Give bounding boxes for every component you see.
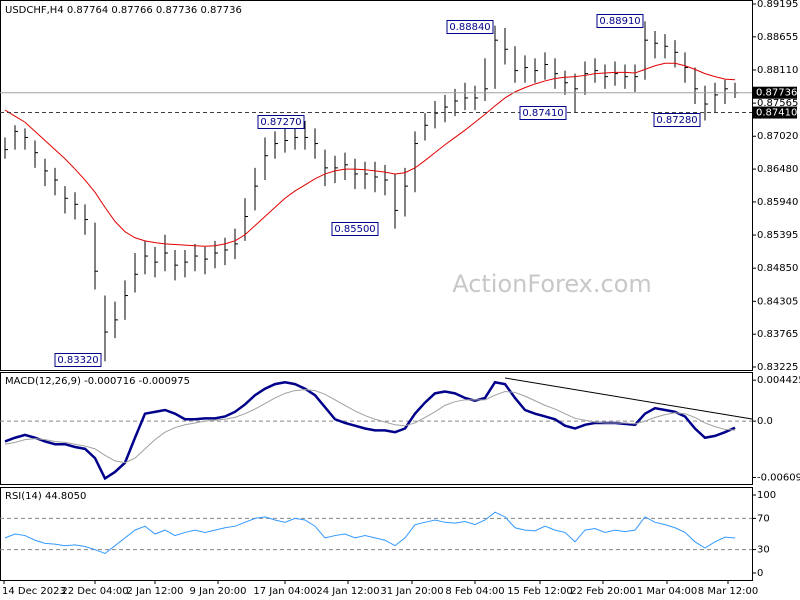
annotation: 0.87280 bbox=[656, 115, 697, 126]
x-tick-label: 8 Feb 04:00 bbox=[445, 586, 504, 597]
annotation-box bbox=[54, 353, 102, 367]
y-tick-label: 0.83765 bbox=[757, 329, 798, 340]
y-tick-label: 0.85395 bbox=[757, 230, 798, 241]
y-tick-label: 0.0 bbox=[757, 416, 773, 427]
macd-line bbox=[4, 380, 736, 481]
price-line-box bbox=[753, 86, 797, 99]
y-tick-label: 0.85940 bbox=[757, 197, 798, 208]
y-tick-label: 100 bbox=[757, 490, 776, 501]
annotation-box bbox=[257, 115, 305, 129]
annotation-box bbox=[331, 222, 379, 236]
price-line-label: 0.87736 bbox=[756, 88, 797, 99]
watermark: ActionForex.com bbox=[452, 270, 652, 298]
annotation-box bbox=[653, 113, 701, 127]
x-tick-label: 17 Jan 04:00 bbox=[253, 586, 316, 597]
y-tick-label: 0.84850 bbox=[757, 263, 798, 274]
macd-panel bbox=[0, 372, 753, 485]
annotation: 0.87270 bbox=[260, 117, 301, 128]
y-tick-label: -0.006092 bbox=[757, 472, 800, 483]
y-tick-label: 0.89195 bbox=[757, 0, 798, 10]
annotation: 0.87410 bbox=[522, 108, 563, 119]
macd-line bbox=[4, 389, 736, 464]
x-tick-label: 9 Jan 20:00 bbox=[190, 586, 247, 597]
annotation: 0.88910 bbox=[599, 16, 640, 27]
annotation: 0.85500 bbox=[334, 224, 375, 235]
y-tick-label: 30 bbox=[757, 545, 770, 556]
x-tick-label: 24 Jan 12:00 bbox=[316, 586, 379, 597]
y-tick-label: 0.83225 bbox=[757, 362, 798, 373]
trend-line bbox=[504, 377, 753, 420]
y-tick-label: 0.87565 bbox=[757, 98, 798, 109]
annotation: 0.83320 bbox=[57, 355, 98, 366]
x-tick-label: 31 Jan 20:00 bbox=[380, 586, 443, 597]
rsi-panel bbox=[0, 487, 753, 581]
annotation-box bbox=[596, 14, 644, 28]
panel-title: RSI(14) 44.8050 bbox=[5, 491, 86, 502]
price-panel bbox=[0, 0, 753, 371]
rsi-line bbox=[4, 511, 736, 555]
annotation-box bbox=[446, 20, 494, 34]
y-tick-label: 0 bbox=[757, 568, 763, 579]
x-tick-label: 8 Mar 12:00 bbox=[698, 586, 758, 597]
panel-title: MACD(12,26,9) -0.000716 -0.000975 bbox=[5, 376, 190, 387]
y-tick-label: 0.004425 bbox=[757, 375, 800, 386]
y-tick-label: 70 bbox=[757, 513, 770, 524]
y-tick-label: 0.84305 bbox=[757, 296, 798, 307]
panel-title: USDCHF,H4 0.87764 0.87766 0.87736 0.8773… bbox=[5, 5, 242, 16]
x-tick-label: 22 Feb 20:00 bbox=[570, 586, 636, 597]
y-tick-label: 0.86480 bbox=[757, 164, 798, 175]
x-tick-label: 14 Dec 2023 bbox=[2, 586, 66, 597]
y-tick-label: 0.87020 bbox=[757, 131, 798, 142]
support-line-box bbox=[753, 106, 797, 119]
annotation-box bbox=[519, 106, 567, 120]
x-tick-label: 22 Dec 04:00 bbox=[61, 586, 128, 597]
y-tick-label: 0.88655 bbox=[757, 32, 798, 43]
x-tick-label: 2 Jan 12:00 bbox=[127, 586, 184, 597]
support-line-label: 0.87410 bbox=[756, 108, 797, 119]
y-tick-label: 0.88110 bbox=[757, 65, 798, 76]
moving-average bbox=[4, 62, 736, 247]
x-tick-label: 15 Feb 12:00 bbox=[507, 586, 573, 597]
annotation: 0.88840 bbox=[449, 22, 490, 33]
x-tick-label: 1 Mar 04:00 bbox=[637, 586, 697, 597]
